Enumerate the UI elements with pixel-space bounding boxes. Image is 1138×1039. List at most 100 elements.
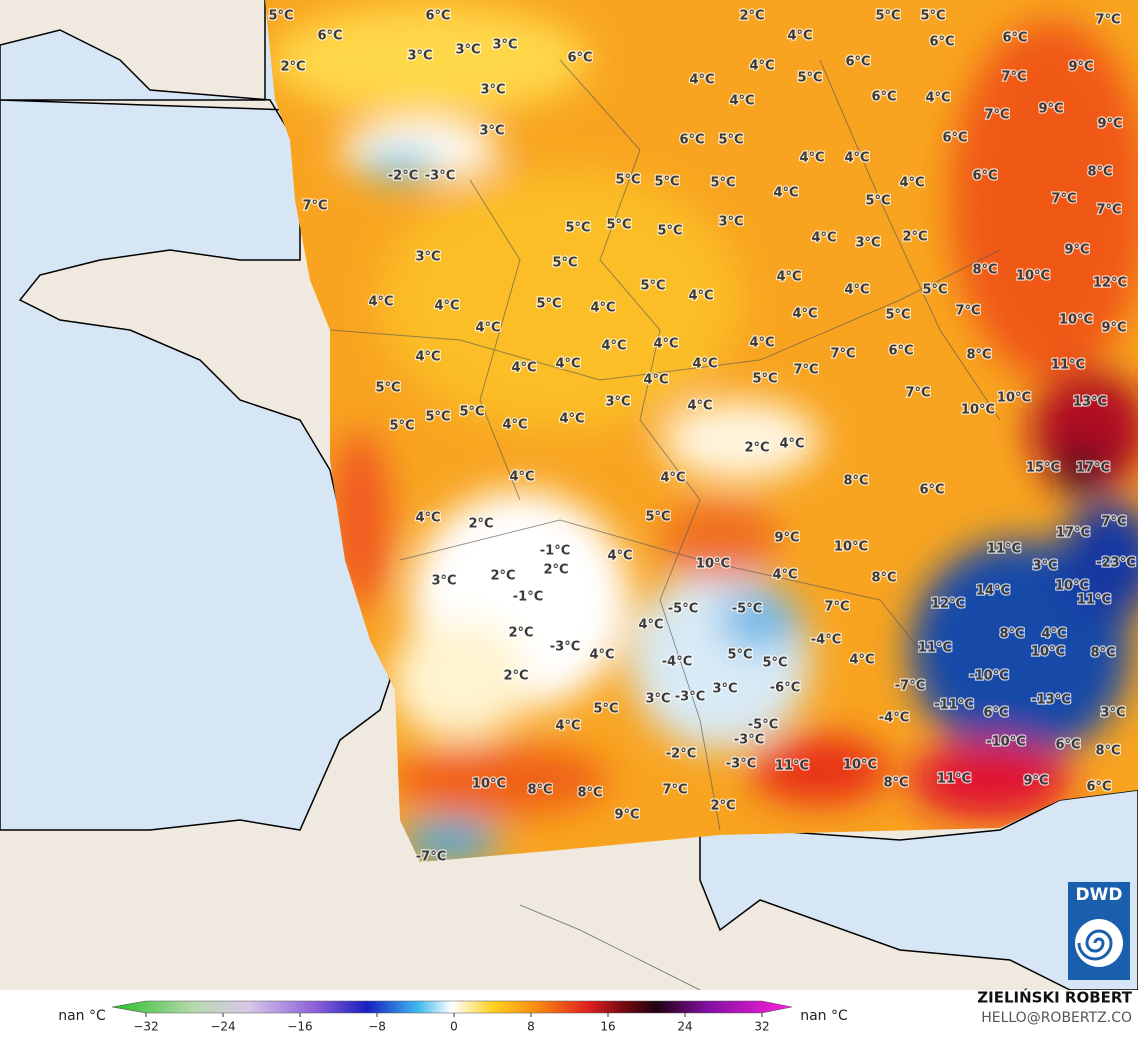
temperature-label: 10°C [1031,645,1065,660]
colorbar-tick-label: 24 [677,1020,692,1034]
temperature-label: 5°C [920,9,945,24]
temperature-label: 10°C [997,391,1031,406]
temperature-label: 9°C [1023,774,1048,789]
temperature-label: -5°C [732,602,762,617]
temperature-label: 10°C [843,758,877,773]
temperature-label: 12°C [931,597,965,612]
temperature-label: 4°C [687,399,712,414]
temperature-label: 4°C [660,471,685,486]
temperature-label: 6°C [871,90,896,105]
temperature-label: 4°C [729,94,754,109]
temperature-label: 6°C [845,55,870,70]
temperature-label: 2°C [508,626,533,641]
legend-left-label: nan °C [58,1008,106,1024]
temperature-label: 4°C [811,231,836,246]
legend-right-label: nan °C [800,1008,848,1024]
border [519,904,701,991]
temperature-label: 10°C [696,557,730,572]
temperature-label: 5°C [425,410,450,425]
temperature-label: 5°C [552,256,577,271]
temperature-label: -5°C [668,602,698,617]
temperature-label: 6°C [929,35,954,50]
temperature-label: 4°C [415,511,440,526]
temperature-label: 8°C [1095,744,1120,759]
temperature-label: 4°C [844,283,869,298]
temperature-label: 10°C [1016,269,1050,284]
temperature-label: 2°C [739,9,764,24]
temperature-label: 3°C [455,43,480,58]
colorbar-tick-label: −8 [368,1020,386,1034]
temperature-label: 6°C [679,133,704,148]
temperature-label: 2°C [902,230,927,245]
temperature-label: 9°C [614,808,639,823]
temperature-label: 5°C [389,419,414,434]
temperature-label: 5°C [654,175,679,190]
temperature-label: -3°C [726,757,756,772]
temperature-label: 7°C [905,386,930,401]
temperature-label: 2°C [543,563,568,578]
temperature-label: 4°C [434,299,459,314]
temperature-label: 4°C [899,176,924,191]
colorbar-tick-label: −32 [133,1020,158,1034]
temperature-label: 6°C [1086,780,1111,795]
temperature-label: 9°C [1097,117,1122,132]
temperature-label: -10°C [986,735,1026,750]
temperature-label: 10°C [961,403,995,418]
temperature-label: 4°C [555,357,580,372]
contact: HELLO@ROBERTZ.CO [981,1010,1132,1026]
temperature-label: 8°C [966,348,991,363]
temperature-label: 4°C [415,350,440,365]
temperature-label: 4°C [749,336,774,351]
temperature-label: 7°C [662,783,687,798]
temperature-label: 5°C [727,648,752,663]
temperature-label: 11°C [1051,358,1085,373]
temperature-label: 6°C [567,51,592,66]
temperature-label: 6°C [888,344,913,359]
temperature-label: -1°C [540,544,570,559]
temperature-label: 8°C [1090,646,1115,661]
logo-text: DWD [1076,885,1123,905]
temperature-label: 5°C [645,510,670,525]
temperature-label: 6°C [1055,738,1080,753]
temperature-label: 5°C [536,297,561,312]
temperature-label: 4°C [844,151,869,166]
temperature-label: 4°C [749,59,774,74]
temperature-label: 4°C [787,29,812,44]
temperature-label: -2°C [388,169,418,184]
temperature-label: -4°C [879,711,909,726]
temperature-label: 8°C [1087,165,1112,180]
temperature-label: -7°C [895,679,925,694]
temperature-label: 7°C [1001,70,1026,85]
temperature-label: -3°C [734,733,764,748]
temperature-label: -1°C [513,590,543,605]
temperature-label: 3°C [479,124,504,139]
temperature-label: 4°C [849,653,874,668]
colorbar-tick-label: 8 [527,1020,535,1034]
temperature-label: 2°C [280,60,305,75]
temperature-label: 3°C [431,574,456,589]
temperature-label: 5°C [922,283,947,298]
temperature-label: 4°C [368,295,393,310]
temperature-label: 3°C [718,215,743,230]
temperature-label: 4°C [792,307,817,322]
temperature-label: 6°C [317,29,342,44]
temperature-label: 5°C [865,194,890,209]
temperature-label: 15°C [1026,461,1060,476]
temperature-label: 4°C [590,301,615,316]
temperature-label: 4°C [772,568,797,583]
temperature-label: 5°C [640,279,665,294]
temperature-label: 6°C [972,169,997,184]
temperature-label: 2°C [468,517,493,532]
temperature-label: 12°C [1093,276,1127,291]
temperature-label: 9°C [1038,102,1063,117]
temperature-label: 4°C [776,270,801,285]
temperature-label: -10°C [969,669,1009,684]
temperature-label: 6°C [942,131,967,146]
colorbar: −32 −24 −16 −8 0 8 16 24 32 [111,1000,793,1034]
temperature-label: 4°C [559,412,584,427]
temperature-label: 7°C [1101,515,1126,530]
temperature-label: 14°C [976,584,1010,599]
temperature-label: 6°C [919,483,944,498]
temperature-label: 6°C [1002,31,1027,46]
temperature-label: 4°C [502,418,527,433]
